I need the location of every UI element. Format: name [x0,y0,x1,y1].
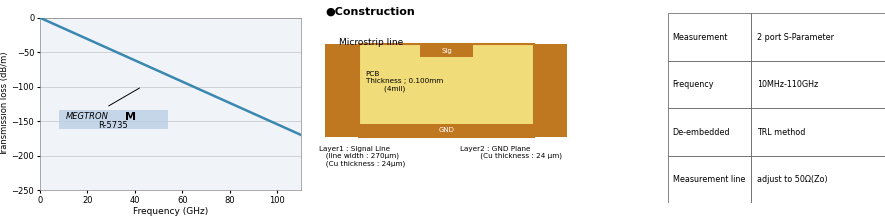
Text: 2 port S-Parameter: 2 port S-Parameter [757,32,834,42]
Text: M: M [126,112,136,122]
Text: TRL method: TRL method [757,128,805,137]
Bar [326,44,359,137]
Text: De-embedded: De-embedded [673,128,730,137]
Text: R-5735: R-5735 [98,121,128,130]
Bar [668,61,750,108]
Text: ●Construction: ●Construction [326,7,415,17]
Bar [750,13,885,61]
Y-axis label: Transmission loss (dB/m): Transmission loss (dB/m) [0,52,9,156]
Text: GND: GND [438,127,454,133]
Text: Layer1 : Signal Line
   (line width : 270μm)
   (Cu thickness : 24μm): Layer1 : Signal Line (line width : 270μm… [319,146,404,167]
X-axis label: Frequency (GHz): Frequency (GHz) [133,207,208,216]
Bar [359,124,534,137]
Text: Measurement line: Measurement line [673,175,745,184]
Bar [750,61,885,108]
Bar [58,110,168,129]
Text: Layer2 : GND Plane
         (Cu thickness : 24 μm): Layer2 : GND Plane (Cu thickness : 24 μm… [460,146,562,159]
Text: Microstrip line: Microstrip line [339,38,403,47]
Text: Sig: Sig [441,48,451,54]
Bar [668,13,750,61]
Bar [750,156,885,203]
Bar [750,108,885,156]
Text: adjust to 50Ω(Zo): adjust to 50Ω(Zo) [757,175,827,184]
Bar [668,108,750,156]
Text: Frequency: Frequency [673,80,714,89]
Bar [359,44,534,137]
Text: MEGTRON: MEGTRON [65,112,109,121]
Bar [534,44,567,137]
Bar [420,44,473,57]
Text: PCB
Thickness ; 0.100mm
        (4mil): PCB Thickness ; 0.100mm (4mil) [366,71,442,91]
Text: Measurement: Measurement [673,32,727,42]
Bar [668,156,750,203]
Text: 10MHz-110GHz: 10MHz-110GHz [757,80,819,89]
